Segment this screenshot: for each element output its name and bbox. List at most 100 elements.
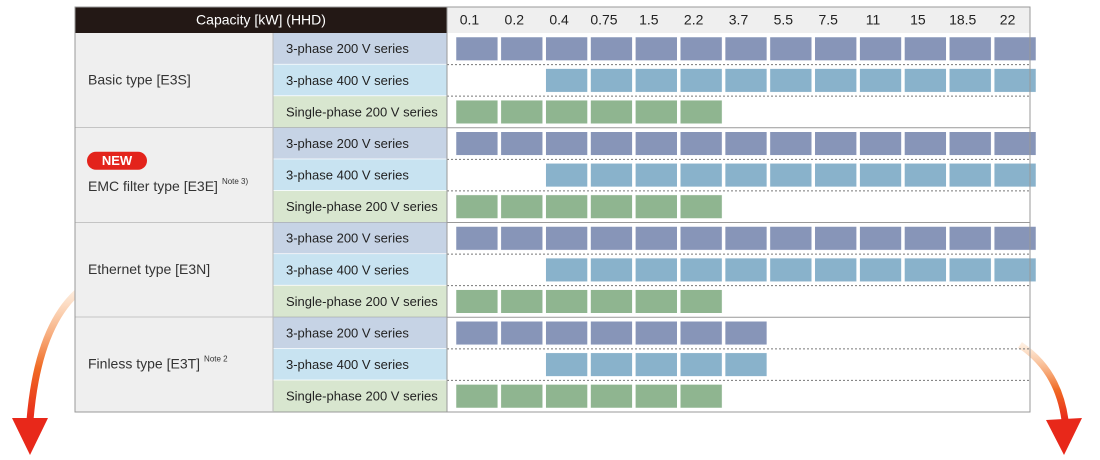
capacity-bar <box>545 163 588 188</box>
series-cell <box>273 127 447 160</box>
capacity-label: 5.5 <box>774 12 794 28</box>
capacity-bar <box>590 226 633 251</box>
header-title: Capacity [kW] (HHD) <box>196 12 326 28</box>
group-name-text: EMC filter type [E3E] <box>88 178 218 194</box>
capacity-label: 11 <box>866 12 881 28</box>
capacity-bar <box>904 257 947 282</box>
series-label: Single-phase 200 V series <box>286 389 438 404</box>
capacity-bar <box>814 131 857 156</box>
capacity-bar <box>679 194 723 219</box>
arrow-left-head <box>12 418 48 455</box>
capacity-bar <box>679 36 723 61</box>
capacity-bar <box>635 352 678 377</box>
series-label: 3-phase 200 V series <box>286 41 409 56</box>
series-label: Single-phase 200 V series <box>286 294 438 309</box>
capacity-bar <box>949 68 992 93</box>
capacity-bar <box>500 131 543 156</box>
capacity-bar <box>635 131 678 156</box>
capacity-bar <box>769 163 813 188</box>
series-cell <box>273 380 447 412</box>
capacity-bar <box>545 226 588 251</box>
capacity-bar <box>769 226 813 251</box>
capacity-bar <box>455 289 499 314</box>
capacity-bar <box>500 321 543 346</box>
capacity-label: 0.2 <box>505 12 525 28</box>
capacity-bar <box>859 131 902 156</box>
group-cell <box>75 33 273 128</box>
series-cell <box>273 96 447 128</box>
capacity-bar <box>590 194 633 219</box>
capacity-bar <box>724 131 768 156</box>
table: Capacity [kW] (HHD) 0.1 0.2 0.4 0.75 1.5 2.2 3.… <box>74 6 1037 413</box>
group-name: Ethernet type [E3N] <box>88 261 210 277</box>
capacity-bar <box>769 257 813 282</box>
capacity-bar <box>455 226 499 251</box>
capacity-label: 1.5 <box>639 12 659 28</box>
capacity-label: 0.1 <box>460 12 480 28</box>
capacity-bar <box>993 36 1037 61</box>
capacity-bar <box>679 68 723 93</box>
group-cell <box>75 317 273 412</box>
capacity-bar <box>590 68 633 93</box>
group-note: Note 2 <box>204 355 228 364</box>
capacity-label: 0.75 <box>590 12 617 28</box>
capacity-bar <box>590 257 633 282</box>
capacity-bar <box>455 194 499 219</box>
capacity-bar <box>814 36 857 61</box>
series-label: 3-phase 200 V series <box>286 136 409 151</box>
header-caps-bg <box>447 7 1030 33</box>
capacity-bar <box>814 226 857 251</box>
table-frame <box>74 6 1031 413</box>
capacity-bar <box>859 163 902 188</box>
capacity-bar <box>949 257 992 282</box>
capacity-bar <box>724 257 768 282</box>
capacity-bar <box>949 226 992 251</box>
capacity-label: 22 <box>1000 12 1016 28</box>
group-name-text: Finless type [E3T] <box>88 355 200 371</box>
group-name: Finless type [E3T] Note 2 <box>88 355 228 372</box>
capacity-bar <box>724 68 768 93</box>
capacity-bar <box>635 68 678 93</box>
capacity-bar <box>590 131 633 156</box>
capacity-bar <box>545 321 588 346</box>
capacity-bar <box>590 321 633 346</box>
group-cell <box>75 127 273 223</box>
capacity-bar <box>545 36 588 61</box>
series-cell <box>273 254 447 286</box>
capacity-bar <box>635 163 678 188</box>
series-cell <box>273 33 447 65</box>
capacity-bar <box>500 99 543 124</box>
capacity-bar <box>455 321 499 346</box>
capacity-bar <box>724 321 768 346</box>
capacity-bar <box>724 163 768 188</box>
capacity-label: 7.5 <box>818 12 838 28</box>
group-note: Note 3) <box>222 177 249 186</box>
series-label: Single-phase 200 V series <box>286 199 438 214</box>
series-cell <box>273 64 447 97</box>
group-name: Basic type [E3S] <box>88 71 191 87</box>
series-cell <box>273 190 447 223</box>
series-label: Single-phase 200 V series <box>286 104 438 119</box>
badge <box>87 151 147 170</box>
capacity-bar <box>724 352 768 377</box>
capacity-bar <box>814 163 857 188</box>
capacity-bar <box>635 226 678 251</box>
capacity-bar <box>635 289 678 314</box>
capacity-label: 2.2 <box>684 12 704 28</box>
capacity-label: 15 <box>910 12 926 28</box>
capacity-bar <box>679 352 723 377</box>
capacity-label: 3.7 <box>729 12 749 28</box>
arrow-left <box>26 287 83 421</box>
capacity-bar <box>904 163 947 188</box>
series-label: 3-phase 400 V series <box>286 73 409 88</box>
capacity-bar <box>679 289 723 314</box>
series-cell <box>273 222 447 255</box>
capacity-bar <box>859 36 902 61</box>
group-name: EMC filter type [E3E] Note 3) <box>88 177 249 194</box>
capacity-bar <box>635 99 678 124</box>
capacity-bar <box>635 384 678 409</box>
capacity-bar <box>590 36 633 61</box>
capacity-bar <box>993 131 1037 156</box>
series-label: 3-phase 400 V series <box>286 168 409 183</box>
capacity-bar <box>904 131 947 156</box>
